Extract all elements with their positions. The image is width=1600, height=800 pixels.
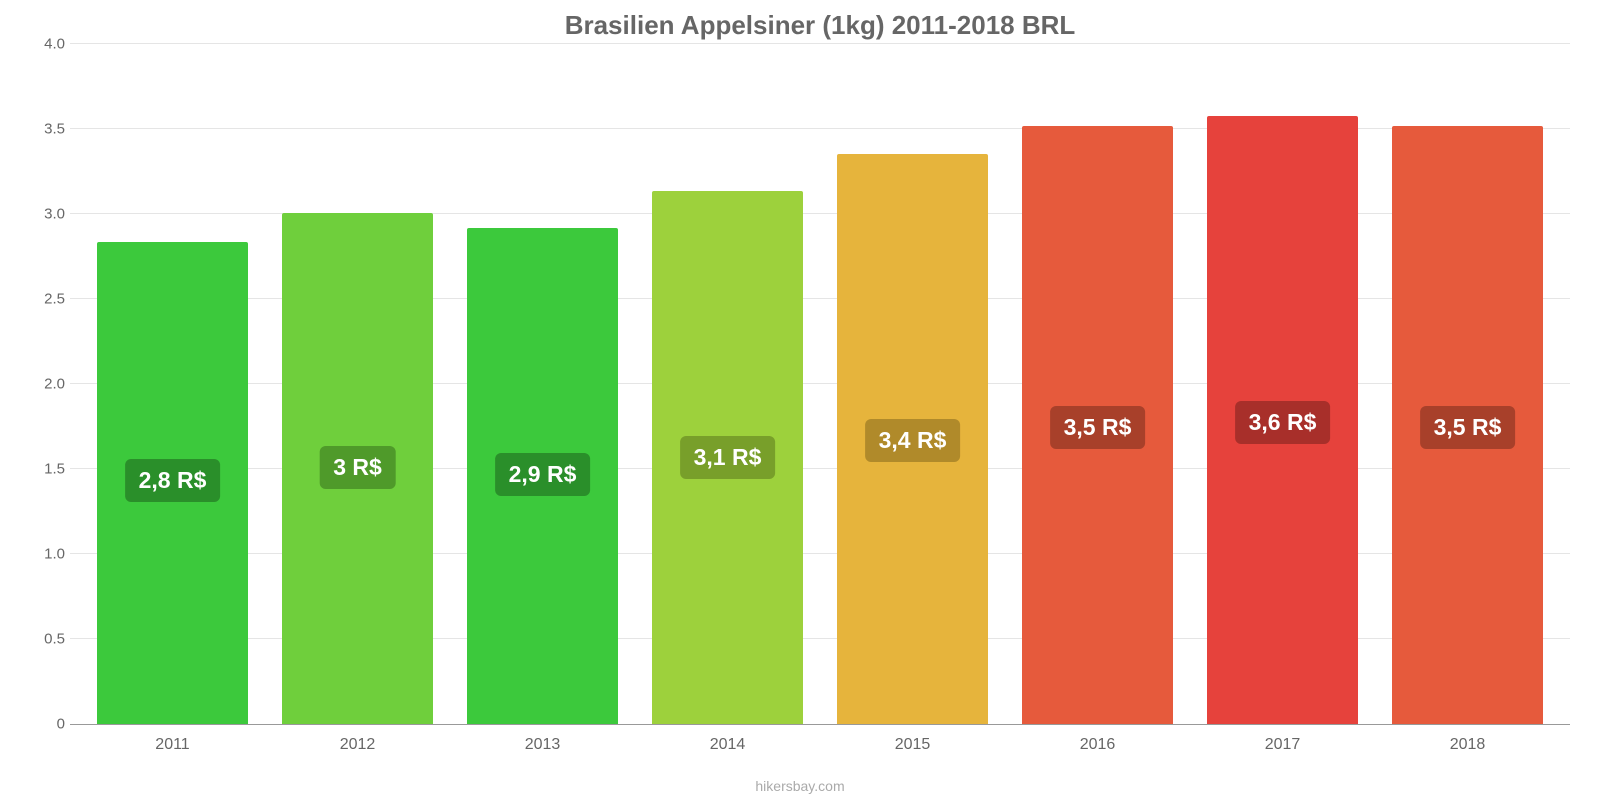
bar-value-label: 3,1 R$ (680, 436, 776, 479)
attribution-text: hikersbay.com (0, 778, 1600, 794)
x-tick-label: 2011 (80, 736, 265, 754)
bar: 3,4 R$ (837, 154, 989, 724)
bar-value-label: 2,9 R$ (495, 453, 591, 496)
y-tick-label: 0 (20, 716, 65, 733)
bar-slot: 3,5 R$ (1005, 45, 1190, 724)
y-tick-label: 3.0 (20, 206, 65, 223)
x-tick-label: 2016 (1005, 736, 1190, 754)
plot-area: 00.51.01.52.02.53.03.54.0 2,8 R$3 R$2,9 … (70, 45, 1570, 725)
y-tick-label: 1.0 (20, 546, 65, 563)
chart-title: Brasilien Appelsiner (1kg) 2011-2018 BRL (70, 10, 1570, 41)
x-tick-label: 2017 (1190, 736, 1375, 754)
bar-value-label: 2,8 R$ (125, 459, 221, 502)
bar: 3 R$ (282, 213, 434, 724)
x-tick-label: 2013 (450, 736, 635, 754)
bars-group: 2,8 R$ 3 R$ 2,9 R$ 3,1 R$ 3,4 R$ 3,5 R$ 3,6 R$… (70, 45, 1570, 724)
x-tick-label: 2015 (820, 736, 1005, 754)
bar-slot: 3,6 R$ (1190, 45, 1375, 724)
bar-slot: 3 R$ (265, 45, 450, 724)
x-axis: 20112012201320142015201620172018 (70, 736, 1570, 754)
y-tick-label: 0.5 (20, 631, 65, 648)
bar-value-label: 3,6 R$ (1235, 401, 1331, 444)
y-tick-label: 3.5 (20, 121, 65, 138)
x-tick-label: 2014 (635, 736, 820, 754)
bar-value-label: 3 R$ (319, 446, 396, 489)
y-tick-label: 1.5 (20, 461, 65, 478)
bar: 3,1 R$ (652, 191, 804, 724)
bar-chart-container: Brasilien Appelsiner (1kg) 2011-2018 BRL… (0, 0, 1600, 800)
y-tick-label: 2.0 (20, 376, 65, 393)
bar-slot: 3,4 R$ (820, 45, 1005, 724)
bar-slot: 2,8 R$ (80, 45, 265, 724)
bar-value-label: 3,4 R$ (865, 419, 961, 462)
x-tick-label: 2012 (265, 736, 450, 754)
y-tick-label: 2.5 (20, 291, 65, 308)
bar: 3,5 R$ (1392, 126, 1544, 724)
bar-slot: 2,9 R$ (450, 45, 635, 724)
bar: 3,5 R$ (1022, 126, 1174, 724)
bar: 2,9 R$ (467, 228, 619, 724)
y-tick-label: 4.0 (20, 36, 65, 53)
bar-slot: 3,1 R$ (635, 45, 820, 724)
bar-value-label: 3,5 R$ (1050, 406, 1146, 449)
gridline (70, 43, 1570, 44)
y-axis: 00.51.01.52.02.53.03.54.0 (20, 45, 65, 724)
bar-value-label: 3,5 R$ (1420, 406, 1516, 449)
bar-slot: 3,5 R$ (1375, 45, 1560, 724)
bar: 2,8 R$ (97, 242, 249, 724)
bar: 3,6 R$ (1207, 116, 1359, 724)
x-tick-label: 2018 (1375, 736, 1560, 754)
